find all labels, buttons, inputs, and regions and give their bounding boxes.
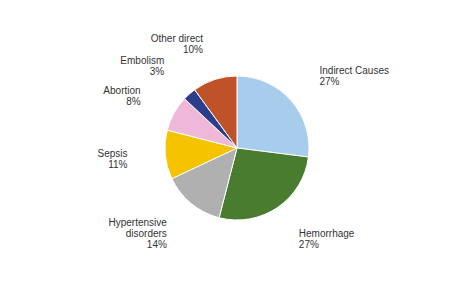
svg-text:Sepsis11%: Sepsis11% (97, 147, 127, 169)
svg-text:Abortion8%: Abortion8% (103, 84, 140, 106)
svg-text:Other direct10%: Other direct10% (151, 32, 203, 54)
svg-text:Hypertensivedisorders14%: Hypertensivedisorders14% (109, 216, 168, 249)
svg-text:Embolism3%: Embolism3% (120, 54, 164, 76)
svg-text:Hemorrhage27%: Hemorrhage27% (299, 228, 355, 250)
svg-text:Indirect Causes27%: Indirect Causes27% (320, 64, 389, 86)
